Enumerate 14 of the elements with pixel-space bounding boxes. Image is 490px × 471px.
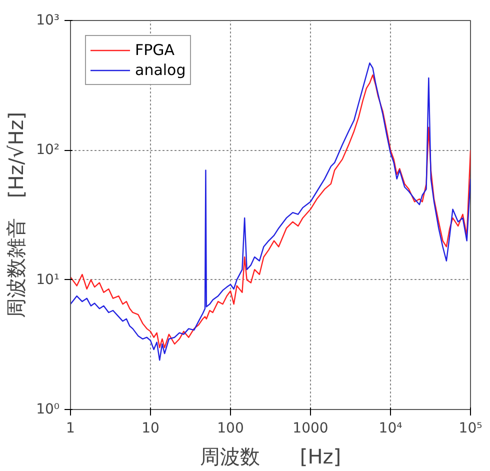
y-tick-label: 10³ (36, 12, 60, 28)
x-tick-label: 1 (66, 420, 75, 436)
x-tick-label: 10⁴ (378, 420, 403, 436)
x-tick-label: 1000 (292, 420, 328, 436)
x-tick-label: 100 (217, 420, 244, 436)
y-axis-title: 周波数雑音 [Hz/√Hz] (4, 112, 28, 318)
y-tick-label: 10⁰ (36, 402, 60, 418)
legend-label: analog (135, 61, 186, 79)
y-tick-label: 10¹ (36, 272, 60, 288)
x-tick-label: 10 (142, 420, 160, 436)
legend-label: FPGA (135, 41, 175, 59)
x-axis-title: 周波数 [Hz] (200, 444, 342, 468)
y-tick-label: 10² (36, 142, 60, 158)
x-tick-label: 10⁵ (458, 420, 482, 436)
